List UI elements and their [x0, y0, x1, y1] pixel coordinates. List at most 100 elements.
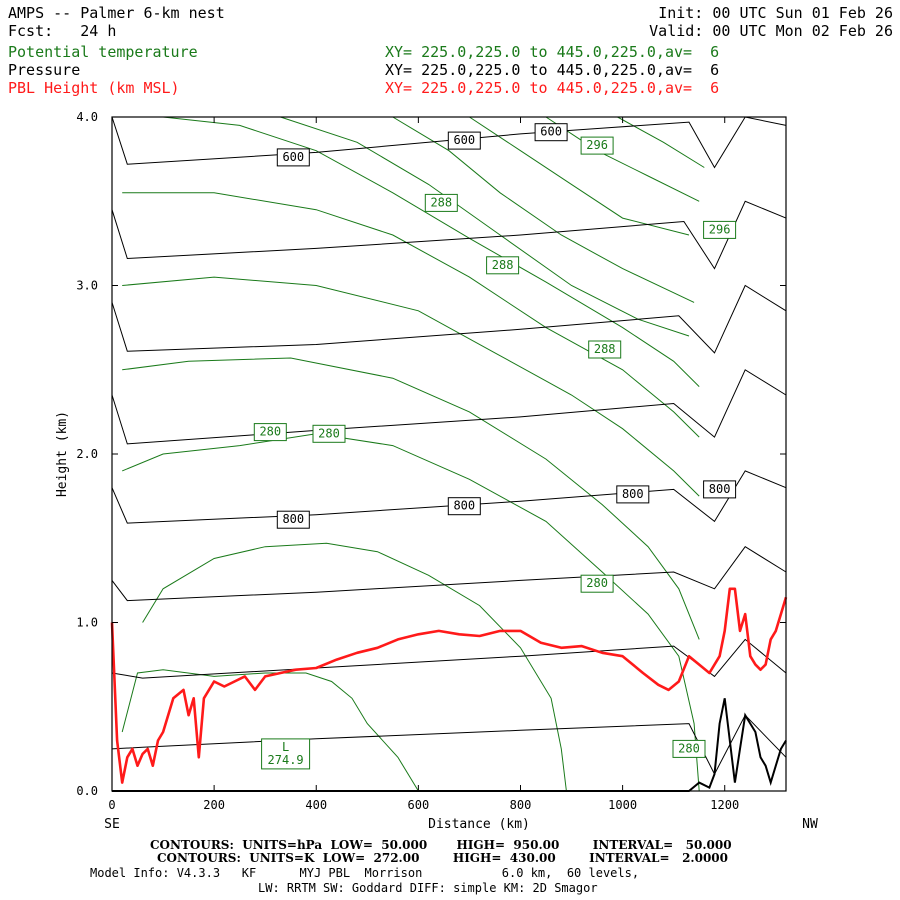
field-xy-pressure: XY= 225.0,225.0 to 445.0,225.0,av= 6: [385, 61, 720, 79]
x-tick-label-3: 600: [408, 798, 430, 812]
theta-label-3-text: 280: [259, 425, 281, 439]
isobar-line-3: [111, 470, 787, 524]
terrain-profile: [112, 698, 787, 792]
theta-label-2-text: 280: [586, 576, 608, 590]
axes: 0 200 400 600 800 1000 1200 0.0 1.0 2.0 3.0 4.0 Dist…: [55, 110, 818, 832]
theta-line-10: [545, 116, 700, 202]
theta-label-2-box: [580, 574, 614, 593]
x-tick-label-5: 1000: [608, 798, 637, 812]
pressure-contour-info: CONTOURS: UNITS=hPa LOW= 50.000 HIGH= 95…: [150, 838, 732, 852]
field-label-pressure: Pressure: [8, 61, 81, 79]
y-axis-label: Height (km): [55, 411, 70, 497]
theta-label-8-text: 296: [586, 138, 608, 152]
isobar-line-7: [111, 116, 787, 169]
y-tick-label-2: 2.0: [76, 447, 98, 461]
theta-label-8: 296: [580, 136, 614, 155]
theta-line-3: [122, 357, 700, 640]
isobar-line-5: [111, 284, 787, 354]
theta-label-4-text: 280: [318, 426, 340, 440]
theta-label-1: 280: [672, 739, 706, 758]
valid-time: Valid: 00 UTC Mon 02 Feb 26: [649, 22, 893, 40]
theta-label-7: 288: [588, 340, 622, 359]
y-tick-label-3: 3.0: [76, 279, 98, 293]
theta-label-1-box: [672, 739, 706, 758]
x-tick-label-6: 1200: [710, 798, 739, 812]
x-end-label-right: NW: [802, 817, 818, 832]
x-tick-label-4: 800: [510, 798, 532, 812]
theta-line-11: [617, 116, 705, 168]
x-tick-label-0: 0: [108, 798, 115, 812]
theta-label-4: 280: [312, 424, 346, 443]
isobar-label-5-text: 600: [453, 133, 475, 147]
theta-line-8: [392, 116, 695, 303]
theta-label-3-box: [253, 423, 287, 442]
plot-frame: [111, 116, 787, 792]
x-axis-label: Distance (km): [428, 817, 530, 832]
isobar-label-4-text: 600: [282, 150, 304, 164]
theta-label-9-text: 296: [709, 222, 731, 236]
model-info-line-2: LW: RRTM SW: Goddard DIFF: simple KM: 2D…: [258, 881, 598, 895]
x-tick-label-2: 400: [305, 798, 327, 812]
isobar-label-3: 800: [703, 480, 737, 499]
isobar-label-0-text: 800: [282, 512, 304, 526]
theta-label-4-box: [312, 424, 346, 443]
isobar-label-6-box: [534, 123, 568, 142]
theta-label-2: 280: [580, 574, 614, 593]
isobar-label-5: 600: [447, 131, 481, 150]
field-label-theta: Potential temperature: [8, 43, 198, 61]
isobar-line-2: [111, 546, 787, 602]
isobar-label-6: 600: [534, 123, 568, 142]
page-title: AMPS -- Palmer 6-km nest: [8, 4, 225, 22]
isobar-line-6: [111, 200, 787, 270]
theta-label-0-text: 274.9: [268, 753, 304, 767]
isobar-label-0: 800: [276, 510, 310, 529]
isobar-line-4: [111, 369, 787, 445]
theta-label-5-text: 288: [430, 195, 452, 209]
theta-label-1-text: 280: [678, 741, 700, 755]
forecast-hour: Fcst: 24 h: [8, 22, 117, 40]
y-tick-label-0: 0.0: [76, 784, 98, 798]
isobar-label-1-box: [447, 497, 481, 516]
isobar-label-4-box: [276, 148, 310, 167]
isobar-label-2: 800: [616, 485, 650, 504]
theta-label-7-text: 288: [594, 342, 616, 356]
field-label-pbl: PBL Height (km MSL): [8, 79, 180, 97]
isobar-label-0-box: [276, 510, 310, 529]
model-info-line-1: Model Info: V4.3.3 KF MYJ PBL Morrison 6…: [90, 866, 640, 880]
theta-line-2: [122, 433, 700, 792]
theta-line-0: [121, 669, 419, 792]
theta-label-5: 288: [424, 193, 458, 212]
init-time: Init: 00 UTC Sun 01 Feb 26: [658, 4, 893, 22]
isobar-label-3-text: 800: [709, 482, 731, 496]
isobar-label-4: 600: [276, 148, 310, 167]
theta-line-5: [122, 192, 700, 438]
theta-line-4: [122, 276, 700, 497]
x-tick-label-1: 200: [203, 798, 225, 812]
theta-label-8-box: [580, 136, 614, 155]
isobar-label-2-box: [616, 485, 650, 504]
terrain-line: [112, 698, 787, 792]
isobar-label-1: 800: [447, 497, 481, 516]
theta-label-0-text: L: [282, 740, 289, 754]
theta-label-5-box: [424, 193, 458, 212]
isobar-label-6-text: 600: [540, 125, 562, 139]
theta-label-3: 280: [253, 423, 287, 442]
theta-line-1: [142, 542, 567, 792]
theta-label-7-box: [588, 340, 622, 359]
theta-label-6-text: 288: [492, 258, 514, 272]
theta-label-6: 288: [486, 256, 520, 275]
theta-label-9: 296: [703, 220, 737, 239]
y-tick-label-4: 4.0: [76, 110, 98, 124]
theta-contour-info: CONTOURS: UNITS=K LOW= 272.00 HIGH= 430.…: [157, 851, 728, 865]
isobar-label-1-text: 800: [453, 499, 475, 513]
theta-label-6-box: [486, 256, 520, 275]
theta-label-0-box: [261, 738, 311, 770]
x-end-label-left: SE: [104, 817, 120, 832]
field-xy-pbl: XY= 225.0,225.0 to 445.0,225.0,av= 6: [385, 79, 720, 97]
isobar-line-0: [111, 714, 787, 776]
isobar-label-2-text: 800: [622, 487, 644, 501]
pbl-height-line: [110, 587, 788, 784]
